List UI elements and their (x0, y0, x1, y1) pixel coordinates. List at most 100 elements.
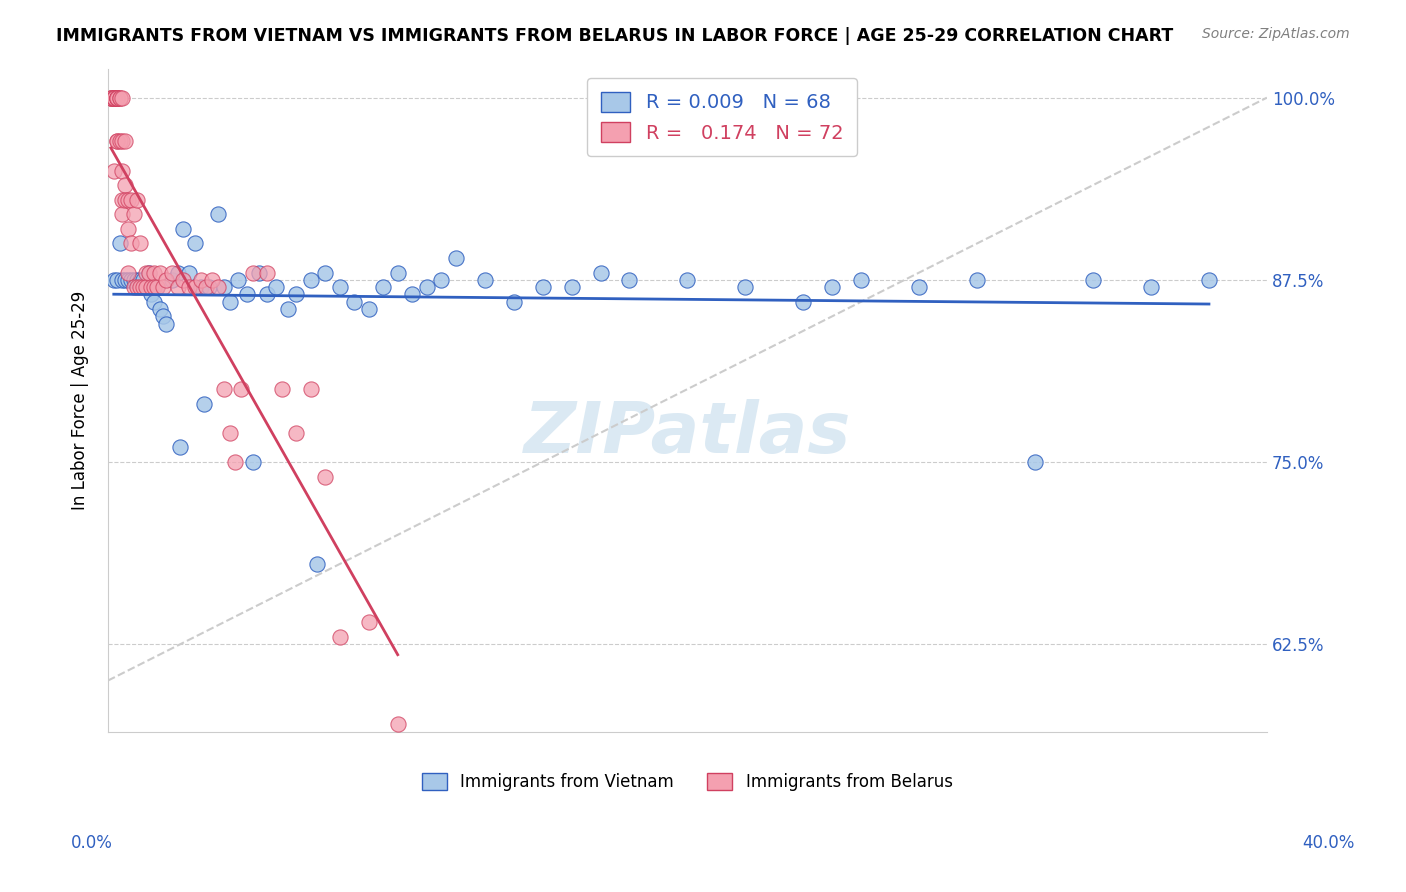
Point (152, 280, 174, 294)
Point (100, 90, 122, 104)
Point (373, 280, 395, 294)
Point (444, 251, 467, 265)
Point (329, 280, 352, 294)
Point (329, 630, 352, 644)
Point (172, 273, 194, 287)
Point (108, 90, 131, 104)
Point (270, 382, 292, 396)
Point (103, 90, 125, 104)
Point (111, 193, 134, 207)
Point (105, 90, 128, 104)
Point (415, 280, 437, 294)
Point (108, 134, 131, 148)
Point (114, 193, 136, 207)
Point (143, 280, 166, 294)
Point (401, 287, 423, 301)
Point (114, 178, 136, 193)
Point (531, 280, 554, 294)
Point (155, 317, 177, 331)
Point (122, 280, 145, 294)
Point (190, 273, 212, 287)
Point (561, 280, 583, 294)
Point (1140, 280, 1163, 294)
Point (111, 273, 134, 287)
Point (169, 441, 191, 455)
Point (299, 273, 322, 287)
Point (474, 273, 496, 287)
Point (105, 273, 128, 287)
Point (128, 273, 150, 287)
Point (207, 280, 229, 294)
Point (103, 90, 125, 104)
Point (135, 266, 157, 280)
Point (103, 90, 125, 104)
Point (619, 273, 641, 287)
Point (111, 90, 134, 104)
Point (125, 193, 148, 207)
Point (242, 266, 264, 280)
Point (231, 382, 253, 396)
Legend: Immigrants from Vietnam, Immigrants from Belarus: Immigrants from Vietnam, Immigrants from… (411, 761, 965, 803)
Point (105, 90, 128, 104)
Point (100, 90, 122, 104)
Point (676, 273, 699, 287)
Point (792, 294, 814, 309)
Point (155, 273, 177, 287)
Point (105, 134, 128, 148)
Text: 0.0%: 0.0% (70, 834, 112, 852)
Point (117, 273, 139, 287)
Point (1198, 273, 1220, 287)
Point (135, 280, 157, 294)
Point (195, 280, 218, 294)
Point (277, 301, 299, 316)
Point (256, 266, 278, 280)
Point (236, 287, 259, 301)
Point (201, 273, 224, 287)
Point (228, 273, 250, 287)
Point (343, 294, 366, 309)
Point (120, 273, 142, 287)
Point (146, 280, 169, 294)
Point (105, 90, 128, 104)
Point (105, 134, 128, 148)
Point (149, 301, 172, 316)
Point (132, 280, 155, 294)
Point (103, 90, 125, 104)
Point (430, 273, 453, 287)
Point (100, 90, 122, 104)
Point (141, 287, 163, 301)
Point (160, 266, 183, 280)
Point (212, 382, 235, 396)
Point (305, 557, 328, 571)
Point (589, 266, 612, 280)
Point (218, 425, 240, 440)
Point (108, 236, 131, 251)
Point (120, 236, 142, 251)
Point (285, 425, 308, 440)
Point (146, 280, 169, 294)
Point (141, 280, 163, 294)
Point (105, 90, 128, 104)
Point (111, 134, 134, 148)
Point (103, 273, 125, 287)
Point (256, 287, 278, 301)
Point (103, 163, 125, 178)
Point (193, 397, 215, 411)
Point (285, 287, 308, 301)
Point (120, 193, 142, 207)
Point (172, 222, 194, 236)
Point (179, 266, 201, 280)
Point (111, 207, 134, 221)
Point (1081, 273, 1104, 287)
Point (207, 207, 229, 221)
Point (138, 266, 160, 280)
Point (128, 280, 150, 294)
Point (135, 280, 157, 294)
Point (111, 163, 134, 178)
Text: Source: ZipAtlas.com: Source: ZipAtlas.com (1202, 27, 1350, 41)
Text: 40.0%: 40.0% (1302, 834, 1355, 852)
Point (166, 266, 188, 280)
Point (143, 294, 166, 309)
Point (138, 266, 160, 280)
Point (502, 294, 524, 309)
